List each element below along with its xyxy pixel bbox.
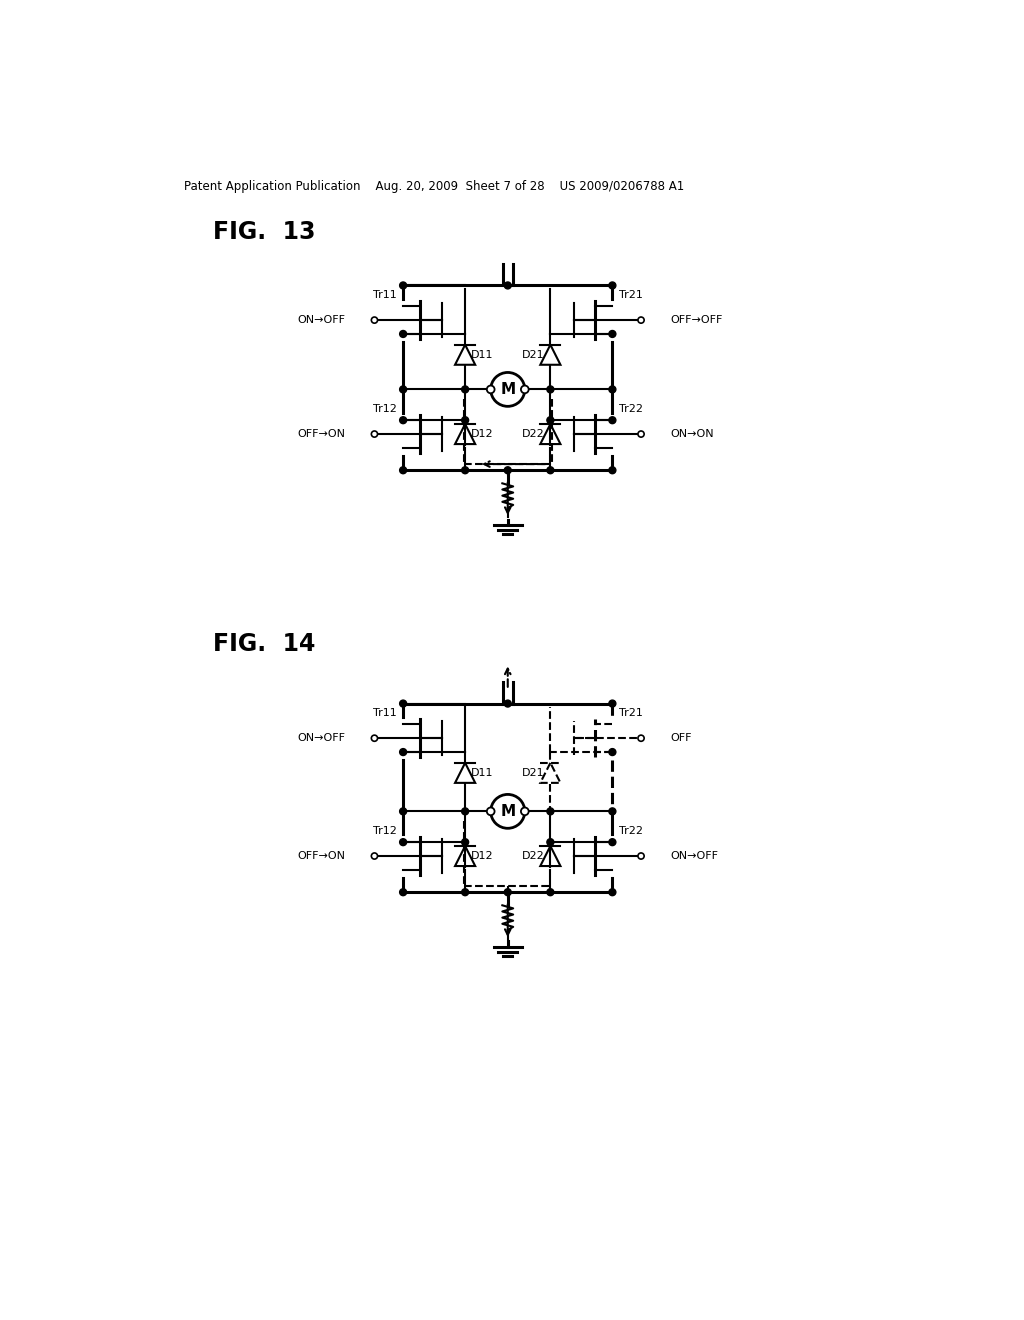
Circle shape xyxy=(399,888,407,896)
Text: Tr21: Tr21 xyxy=(618,709,642,718)
Circle shape xyxy=(547,467,554,474)
Circle shape xyxy=(462,838,469,846)
Circle shape xyxy=(547,888,554,896)
Circle shape xyxy=(399,808,407,814)
Text: Tr11: Tr11 xyxy=(373,290,397,300)
Text: Tr11: Tr11 xyxy=(373,709,397,718)
Circle shape xyxy=(372,735,378,742)
Circle shape xyxy=(609,330,615,338)
Text: D21: D21 xyxy=(521,350,544,360)
Circle shape xyxy=(609,888,615,896)
Circle shape xyxy=(609,385,615,393)
Circle shape xyxy=(609,467,615,474)
Circle shape xyxy=(462,385,469,393)
Text: OFF: OFF xyxy=(671,733,692,743)
Text: OFF→OFF: OFF→OFF xyxy=(671,315,723,325)
Circle shape xyxy=(547,417,554,424)
Text: D22: D22 xyxy=(521,851,544,861)
Text: Tr22: Tr22 xyxy=(618,404,643,414)
Circle shape xyxy=(547,385,554,393)
Circle shape xyxy=(638,735,644,742)
Text: Patent Application Publication    Aug. 20, 2009  Sheet 7 of 28    US 2009/020678: Patent Application Publication Aug. 20, … xyxy=(183,180,684,193)
Circle shape xyxy=(504,282,511,289)
Text: D12: D12 xyxy=(471,429,494,440)
Circle shape xyxy=(399,330,407,338)
Circle shape xyxy=(609,417,615,424)
Text: ON→OFF: ON→OFF xyxy=(297,315,345,325)
Circle shape xyxy=(504,700,511,708)
Circle shape xyxy=(399,700,407,708)
Circle shape xyxy=(521,808,528,816)
Text: D21: D21 xyxy=(521,768,544,777)
Text: D22: D22 xyxy=(521,429,544,440)
Circle shape xyxy=(638,432,644,437)
Text: OFF→ON: OFF→ON xyxy=(297,851,345,861)
Circle shape xyxy=(399,385,407,393)
Circle shape xyxy=(609,282,615,289)
Text: M: M xyxy=(500,381,515,397)
Circle shape xyxy=(399,838,407,846)
Circle shape xyxy=(462,467,469,474)
Text: ON→ON: ON→ON xyxy=(671,429,714,440)
Circle shape xyxy=(372,853,378,859)
Circle shape xyxy=(462,888,469,896)
Circle shape xyxy=(399,282,407,289)
Circle shape xyxy=(372,432,378,437)
Circle shape xyxy=(521,385,528,393)
Circle shape xyxy=(490,795,524,829)
Circle shape xyxy=(609,700,615,708)
Text: Tr12: Tr12 xyxy=(373,404,397,414)
Circle shape xyxy=(547,838,554,846)
Circle shape xyxy=(486,808,495,816)
Text: D11: D11 xyxy=(471,768,494,777)
Circle shape xyxy=(504,467,511,474)
Circle shape xyxy=(462,417,469,424)
Circle shape xyxy=(372,317,378,323)
Text: M: M xyxy=(500,804,515,818)
Text: FIG.  13: FIG. 13 xyxy=(213,220,315,244)
Text: Tr12: Tr12 xyxy=(373,826,397,836)
Text: FIG.  14: FIG. 14 xyxy=(213,632,315,656)
Circle shape xyxy=(486,385,495,393)
Text: Tr21: Tr21 xyxy=(618,290,642,300)
Circle shape xyxy=(399,467,407,474)
Circle shape xyxy=(547,808,554,814)
Circle shape xyxy=(490,372,524,407)
Circle shape xyxy=(399,748,407,755)
Text: D11: D11 xyxy=(471,350,494,360)
Text: Tr22: Tr22 xyxy=(618,826,643,836)
Circle shape xyxy=(609,838,615,846)
Circle shape xyxy=(462,808,469,814)
Circle shape xyxy=(638,853,644,859)
Text: D12: D12 xyxy=(471,851,494,861)
Text: OFF→ON: OFF→ON xyxy=(297,429,345,440)
Circle shape xyxy=(609,748,615,755)
Text: ON→OFF: ON→OFF xyxy=(671,851,719,861)
Circle shape xyxy=(399,417,407,424)
Text: ON→OFF: ON→OFF xyxy=(297,733,345,743)
Circle shape xyxy=(504,888,511,896)
Circle shape xyxy=(638,317,644,323)
Circle shape xyxy=(609,808,615,814)
